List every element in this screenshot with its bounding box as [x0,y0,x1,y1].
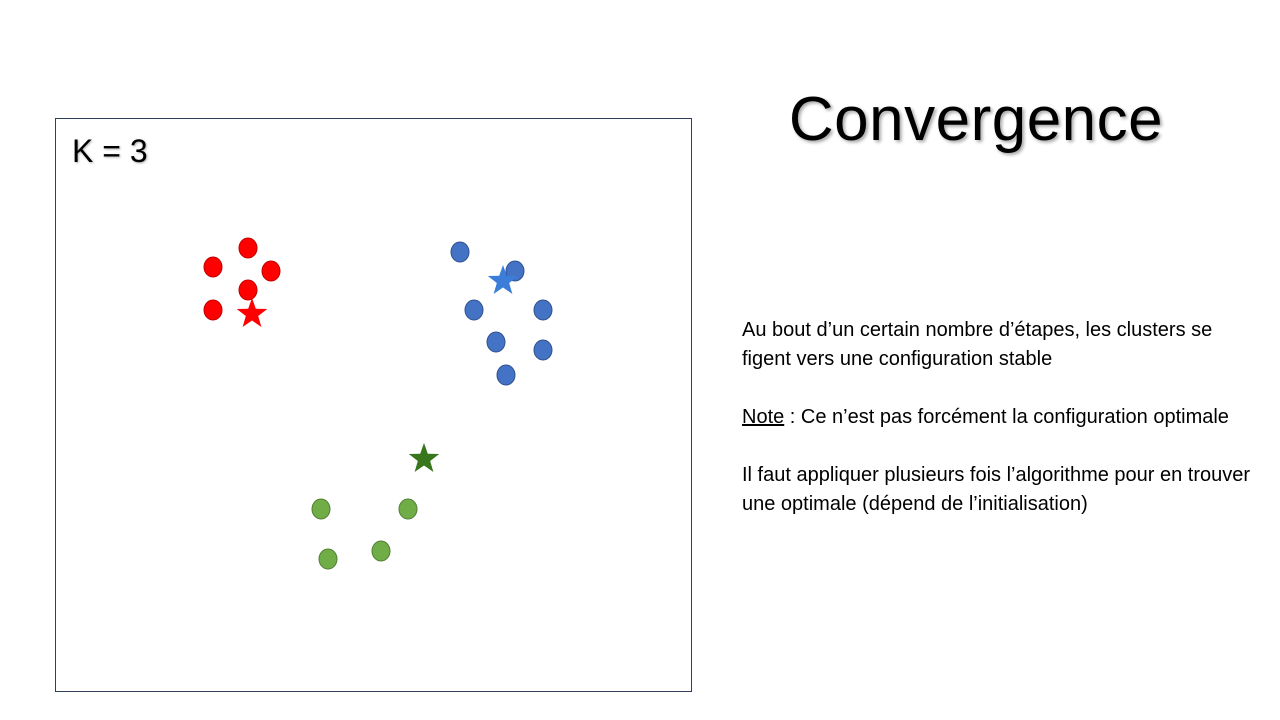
green-point-3 [371,540,391,562]
red-point-4 [238,279,258,301]
green-point-2 [398,498,418,520]
blue-point-5 [486,331,506,353]
blue-point-1 [450,241,470,263]
blue-point-3 [464,299,484,321]
blue-centroid-star [487,265,519,294]
blue-point-4 [533,299,553,321]
red-centroid-star [236,298,268,327]
green-centroid-star [408,443,440,472]
explanation-text: Au bout d’un certain nombre d’étapes, le… [742,316,1262,548]
paragraph-convergence: Au bout d’un certain nombre d’étapes, le… [742,319,1213,370]
note-label: Note [742,406,785,428]
red-point-1 [238,237,258,259]
paragraph-note: Note : Ce n’est pas forcément la configu… [742,403,1262,432]
note-text: : Ce n’est pas forcément la configuratio… [784,406,1229,428]
cluster-plot-canvas [203,237,553,570]
green-point-4 [318,548,338,570]
green-point-1 [311,498,331,520]
paragraph-advice: Il faut appliquer plusieurs fois l’algor… [742,464,1251,515]
red-point-2 [203,256,223,278]
slide-title: Convergence [788,85,1164,154]
cluster-plot: K = 3 [55,118,692,692]
blue-point-6 [533,339,553,361]
red-point-3 [261,260,281,282]
blue-point-7 [496,364,516,386]
k-label: K = 3 [72,133,148,169]
red-point-5 [203,299,223,321]
